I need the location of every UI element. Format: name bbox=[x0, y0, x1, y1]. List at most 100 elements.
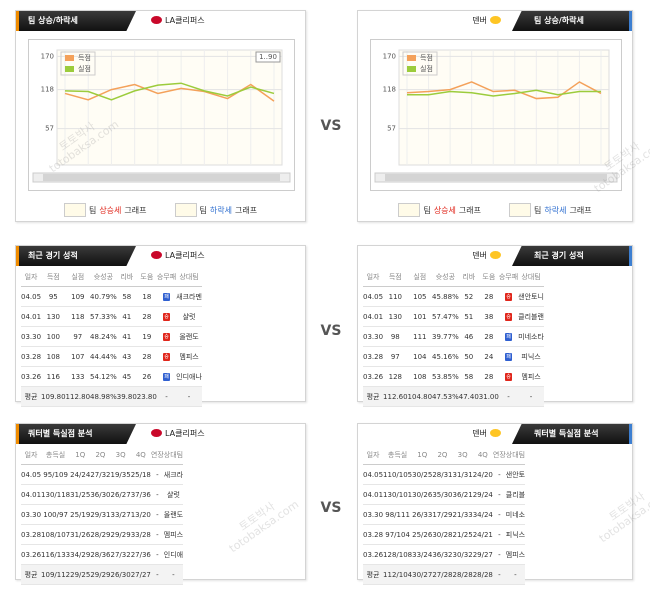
y-tick-label: 118 bbox=[41, 86, 54, 94]
table-cell: 104 bbox=[407, 346, 433, 367]
table-row: 03.30 98/111 26/33 17/29 21/33 34/24- 미네소 bbox=[363, 504, 526, 525]
quarter-panel: 쿼터별 득실점 분석 덴버 일자 총득실 1Q 2Q 3Q 4Q 연장 상대팀 04.05 110/1… bbox=[357, 423, 633, 585]
table-cell: 41 bbox=[116, 306, 137, 327]
team-name: LA클리퍼스 bbox=[151, 246, 205, 266]
team-label: LA클리퍼스 bbox=[165, 16, 205, 25]
column-header: 일자 bbox=[21, 445, 42, 465]
table-cell: 평균 bbox=[21, 564, 42, 585]
button-text: 그래프 bbox=[569, 205, 592, 215]
legend-label: 실점 bbox=[420, 64, 433, 73]
table-cell: 31/31 bbox=[452, 464, 473, 485]
table-cell: - bbox=[492, 504, 506, 525]
column-header: 1Q bbox=[70, 445, 91, 465]
table-cell: 03.28 bbox=[21, 346, 42, 367]
table-cell: 133 bbox=[65, 366, 91, 387]
panel-header: 쿼터별 득실점 분석 덴버 bbox=[358, 424, 632, 444]
table-cell: 28/28 bbox=[452, 564, 473, 585]
column-header: 4Q bbox=[472, 445, 493, 465]
table-row: 평균 109/112 29/25 29/29 26/30 27/27- - bbox=[21, 564, 184, 585]
table-cell: 50 bbox=[458, 346, 479, 367]
graph-icon bbox=[174, 203, 197, 217]
table-cell: 41 bbox=[116, 326, 137, 347]
graph-button[interactable]: 팀 하락세 그래프 bbox=[509, 199, 592, 221]
button-text: 상승세 bbox=[433, 205, 456, 215]
table-cell: - bbox=[150, 544, 164, 565]
table-cell: 04.01 bbox=[21, 306, 42, 327]
result-badge: 승 bbox=[505, 293, 512, 301]
panel-header: 최근 경기 성적 덴버 bbox=[358, 246, 632, 266]
table-cell: 30/28 bbox=[432, 524, 453, 545]
series-line bbox=[406, 81, 602, 100]
button-text: 하락세 bbox=[544, 205, 567, 215]
trend-panel: 팀 상승/하락세 LA클리퍼스 57 118 170 득점 실점 1..90 팀 상승세 그래프 팀 하… bbox=[15, 10, 306, 222]
table-cell: 28 bbox=[136, 346, 157, 367]
table-cell: 평균 bbox=[363, 386, 384, 407]
column-header: 2Q bbox=[432, 445, 453, 465]
table-cell: 04.05 bbox=[21, 286, 42, 307]
table-cell: 104.80 bbox=[407, 386, 433, 407]
table-cell: 29/27 bbox=[472, 544, 493, 565]
table-cell: 31/25 bbox=[70, 484, 91, 505]
table-cell: - bbox=[492, 544, 506, 565]
table-cell: 올랜도 bbox=[176, 326, 202, 347]
table-cell: 미네소타 bbox=[518, 326, 544, 347]
table-cell: 51 bbox=[458, 306, 479, 327]
table-cell: - bbox=[150, 524, 164, 545]
table-cell: 패 bbox=[498, 326, 519, 347]
table-cell: 23.80 bbox=[136, 386, 157, 407]
table-cell: 패 bbox=[498, 346, 519, 367]
column-header: 도움 bbox=[136, 267, 157, 287]
table-row: 04.05 95/109 24/24 27/32 19/35 25/18- 새크라 bbox=[21, 464, 184, 485]
table-cell: 29/25 bbox=[70, 564, 91, 585]
table-cell: - bbox=[150, 464, 164, 485]
result-badge: 패 bbox=[505, 333, 512, 341]
graph-icon bbox=[398, 203, 421, 217]
table-row: 04.05 110/105 30/25 28/31 31/31 24/20- 샌안토 bbox=[363, 464, 526, 485]
table-row: 04.01 130 118 57.33% 41 28 승 샬럿 bbox=[21, 306, 202, 327]
table-row: 03.30 98 111 39.77% 46 28 패 미네소타 bbox=[363, 326, 544, 347]
table-cell: 116 bbox=[41, 366, 66, 387]
table-row: 평균 109.80 112.80 48.98% 39.80 23.80- - bbox=[21, 386, 202, 407]
table-cell: - bbox=[518, 386, 544, 407]
graph-button[interactable]: 팀 상승세 그래프 bbox=[398, 199, 481, 221]
column-header: 상대팀 bbox=[176, 267, 202, 287]
table-cell: 샬럿 bbox=[176, 306, 202, 327]
table-cell: 107 bbox=[65, 346, 91, 367]
result-badge: 승 bbox=[163, 313, 170, 321]
y-tick-label: 170 bbox=[383, 52, 396, 60]
quarter-table: 일자 총득실 1Q 2Q 3Q 4Q 연장 상대팀 04.05 110/105 30/25 28/31… bbox=[363, 445, 526, 585]
table-row: 03.30 100 97 48.24% 41 19 승 올랜도 bbox=[21, 326, 202, 347]
table-row: 03.26 116/133 34/29 28/36 27/32 27/36- 인디애 bbox=[21, 544, 184, 565]
table-cell: 26/33 bbox=[412, 504, 433, 525]
table-cell: 28 bbox=[478, 286, 499, 307]
team-logo bbox=[151, 16, 162, 24]
table-cell: 멤피스 bbox=[505, 544, 526, 565]
table-cell: 109 bbox=[65, 286, 91, 307]
header-row: 일자 총득실 1Q 2Q 3Q 4Q 연장 상대팀 bbox=[363, 445, 526, 465]
legend-label: 실점 bbox=[78, 64, 91, 73]
table-cell: 57.33% bbox=[90, 306, 117, 327]
table-cell: 24/24 bbox=[70, 464, 91, 485]
graph-button[interactable]: 팀 하락세 그래프 bbox=[174, 199, 257, 221]
table-row: 03.30 100/97 25/19 29/31 33/27 13/20- 올랜도 bbox=[21, 504, 184, 525]
table-cell: 29/31 bbox=[90, 504, 111, 525]
graph-button[interactable]: 팀 상승세 그래프 bbox=[63, 199, 147, 221]
y-tick-label: 57 bbox=[45, 125, 54, 133]
table-cell: 04.01 bbox=[21, 484, 42, 505]
header-row: 일자 총득실 1Q 2Q 3Q 4Q 연장 상대팀 bbox=[21, 445, 184, 465]
table-cell: 03.26 bbox=[363, 366, 384, 387]
button-text: 팀 bbox=[199, 205, 207, 215]
table-cell: 멤피스 bbox=[176, 346, 202, 367]
table-cell: 108 bbox=[407, 366, 433, 387]
panel-header: 팀 상승/하락세 덴버 bbox=[358, 11, 632, 31]
table-cell: 112/104 bbox=[383, 564, 413, 585]
team-logo bbox=[151, 251, 162, 259]
column-header: 실점 bbox=[407, 267, 433, 287]
table-cell: 04.01 bbox=[363, 306, 384, 327]
table-cell: 109/112 bbox=[41, 564, 71, 585]
column-header: 일자 bbox=[363, 267, 384, 287]
team-name: LA클리퍼스 bbox=[151, 11, 205, 31]
table-cell: - bbox=[150, 484, 164, 505]
table-cell: 03.30 bbox=[21, 504, 42, 525]
table-cell: 인디애나 bbox=[176, 366, 202, 387]
